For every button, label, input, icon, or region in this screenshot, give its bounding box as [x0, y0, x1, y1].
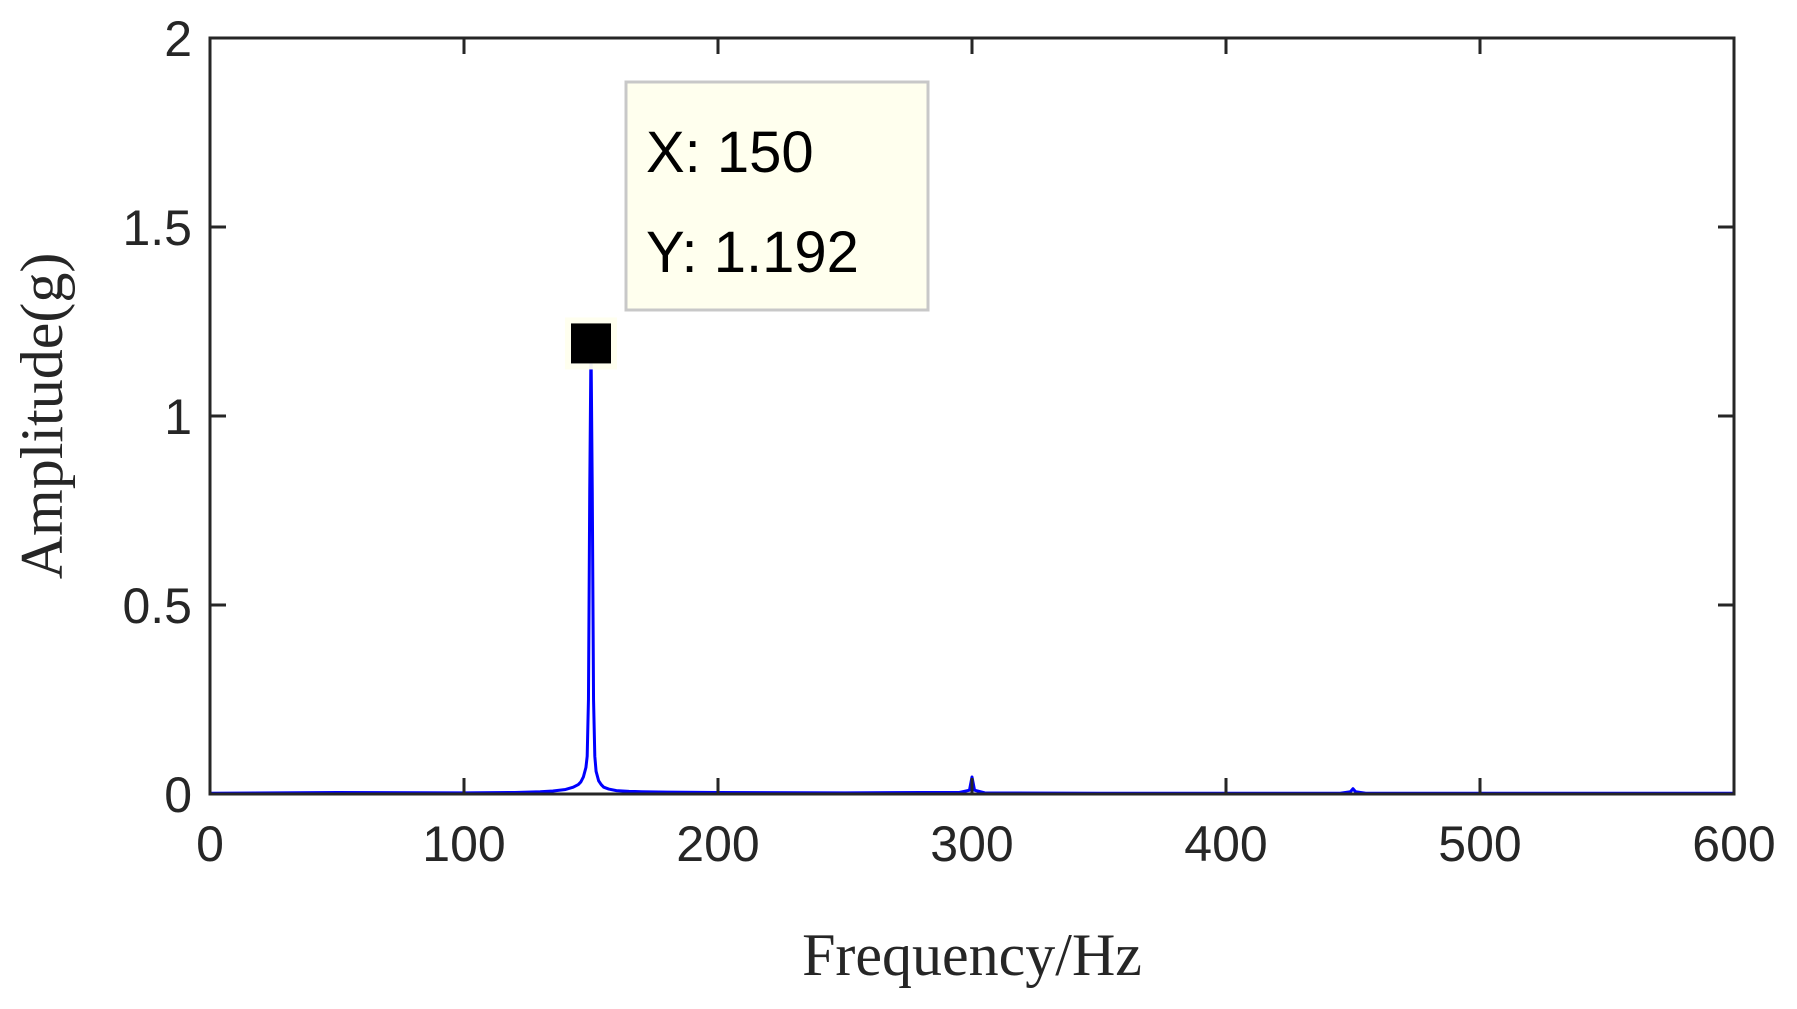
marker-layer[interactable]: [565, 317, 617, 370]
datatip-x-text: X: 150: [646, 120, 814, 185]
x-tick-label: 400: [1184, 816, 1267, 872]
x-tick-label: 500: [1438, 816, 1521, 872]
y-axis-title: Amplitude(g): [9, 253, 75, 580]
datatip-box[interactable]: [624, 80, 930, 312]
datatip-marker[interactable]: [571, 323, 611, 364]
x-tick-label: 300: [930, 816, 1013, 872]
plot-background: [210, 38, 1734, 794]
x-tick-label: 100: [422, 816, 505, 872]
x-axis-title: Frequency/Hz: [802, 922, 1142, 988]
datatip[interactable]: X: 150 Y: 1.192: [624, 80, 930, 312]
x-tick-label: 200: [676, 816, 759, 872]
ticks-layer: 0 100 200 300 400 500 600 0 0.5 1 1.5 2: [122, 11, 1775, 872]
x-tick-label: 600: [1692, 816, 1775, 872]
datatip-y-text: Y: 1.192: [646, 220, 859, 285]
y-tick-label: 0.5: [122, 578, 192, 634]
y-tick-label: 2: [164, 11, 192, 67]
y-tick-label: 1: [164, 389, 192, 445]
y-tick-label: 1.5: [122, 200, 192, 256]
x-tick-label: 0: [196, 816, 224, 872]
y-tick-label: 0: [164, 767, 192, 823]
